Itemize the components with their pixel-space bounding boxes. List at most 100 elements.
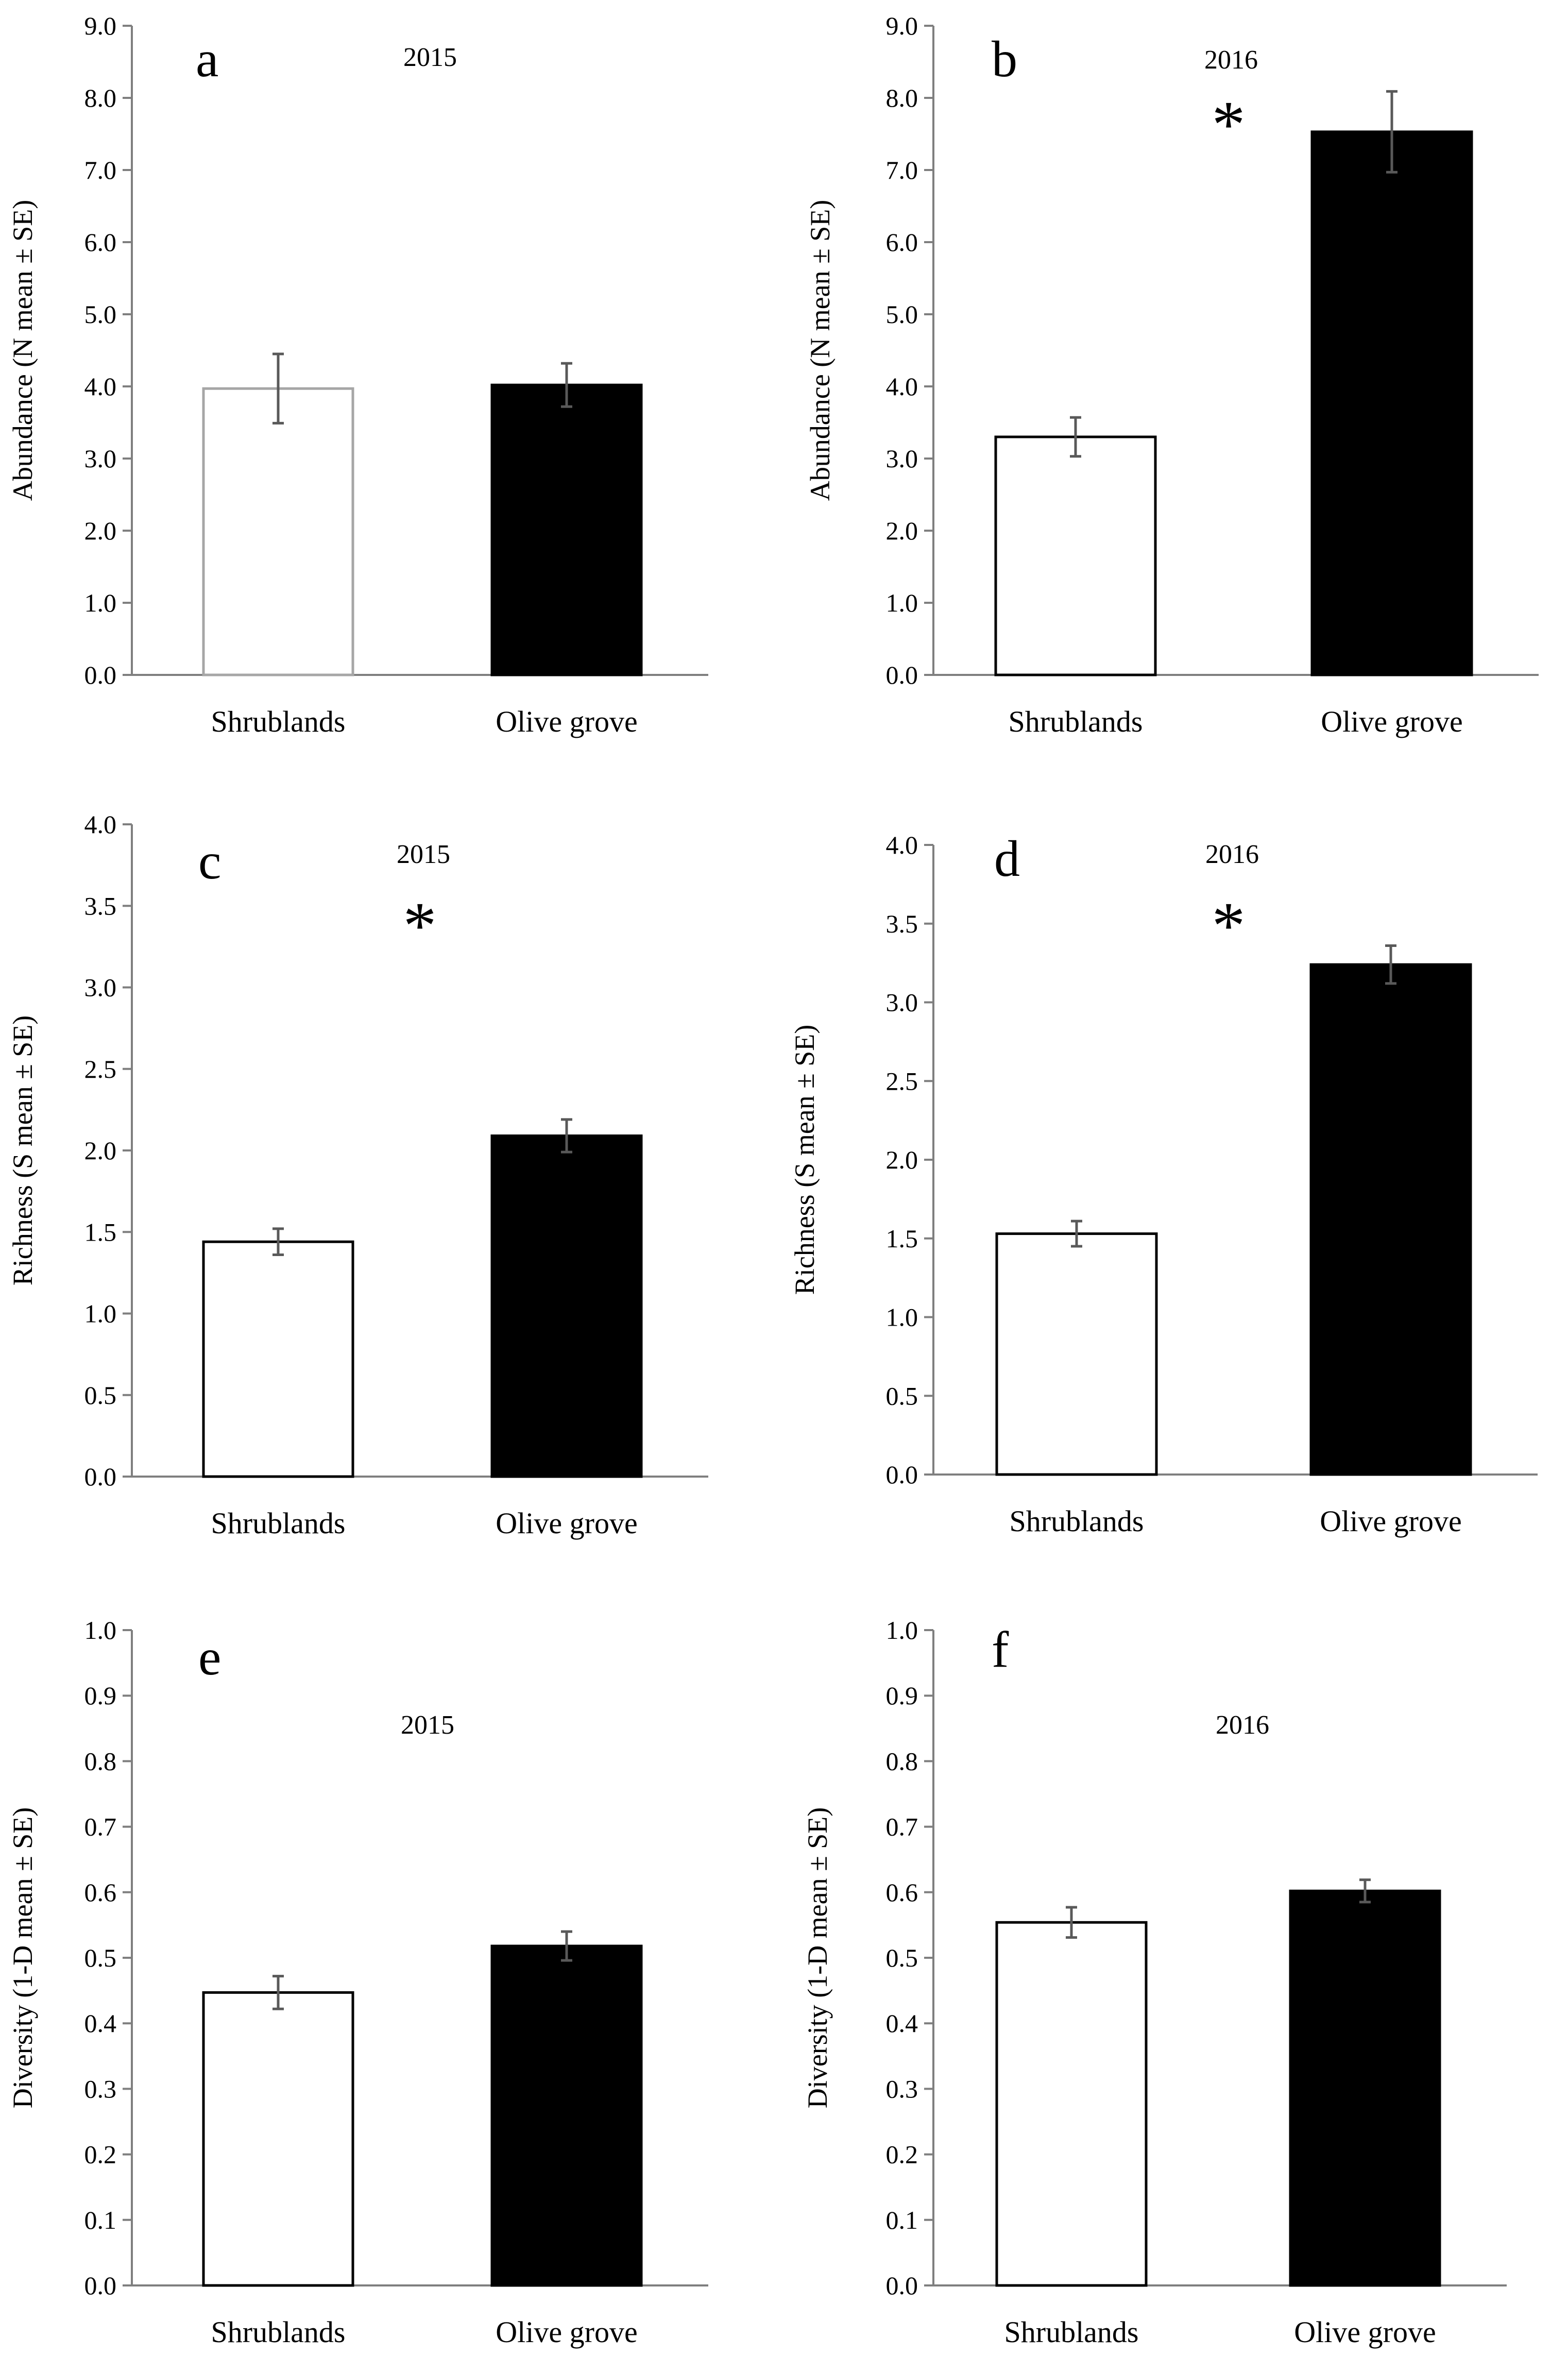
y-tick-label: 5.0 <box>886 300 918 329</box>
y-tick-label: 0.0 <box>886 660 918 689</box>
y-tick-label: 2.0 <box>886 1145 918 1174</box>
y-tick-label: 3.0 <box>886 988 918 1017</box>
y-tick-label: 0.2 <box>84 2140 117 2169</box>
category-label: Shrublands <box>211 2315 346 2349</box>
bar-shrublands <box>202 387 354 676</box>
y-tick-label: 4.0 <box>84 372 117 401</box>
y-tick-label: 0.4 <box>84 2009 117 2038</box>
y-tick-label: 2.0 <box>84 1136 117 1165</box>
y-tick-label: 5.0 <box>84 300 117 329</box>
year-label: 2016 <box>1204 45 1258 75</box>
bar-shrublands <box>202 1240 354 1478</box>
y-tick-label: 0.0 <box>84 1462 117 1491</box>
y-tick-label: 1.0 <box>886 1616 918 1645</box>
y-tick-label: 0.4 <box>886 2009 918 2038</box>
significance-marker: * <box>403 889 437 963</box>
bar-olive-grove <box>490 1134 643 1478</box>
y-tick-label: 0.2 <box>886 2140 918 2169</box>
year-label: 2016 <box>1205 840 1259 869</box>
y-tick-label: 2.0 <box>886 516 918 545</box>
panel-d: 0.0 0.5 1.0 1.5 2.0 2.5 3.0 3.5 4.0 Shrublands Oli… <box>789 830 1538 1538</box>
y-tick-label: 2.0 <box>84 516 117 545</box>
bar-shrublands <box>995 1232 1158 1476</box>
panel-letter: b <box>992 30 1017 88</box>
year-label: 2015 <box>403 43 457 72</box>
panel-letter: c <box>198 833 221 890</box>
panel-f: 0.0 0.1 0.2 0.3 0.4 0.5 0.6 0.7 0.8 0.9 1.0 Shrubla… <box>802 1616 1507 2349</box>
category-label: Olive grove <box>1320 1504 1461 1538</box>
category-label: Olive grove <box>1321 705 1462 738</box>
year-label: 2015 <box>397 840 450 869</box>
y-tick-label: 2.5 <box>886 1066 918 1095</box>
y-tick-label: 3.5 <box>886 909 918 938</box>
y-axis-title: Abundance (N mean ± SE) <box>7 200 38 501</box>
bar-shrublands <box>995 1921 1148 2287</box>
category-label: Shrublands <box>1009 705 1143 738</box>
y-tick-label: 0.9 <box>84 1681 117 1710</box>
y-axis-title: Diversity (1-D mean ± SE) <box>802 1807 833 2109</box>
y-tick-label: 8.0 <box>84 83 117 112</box>
bar-olive-grove <box>1310 130 1473 676</box>
y-tick-label: 3.0 <box>84 444 117 473</box>
panel-letter: a <box>196 30 218 88</box>
bar-olive-grove <box>490 1944 643 2287</box>
y-tick-label: 1.5 <box>84 1217 117 1246</box>
y-axis-title: Richness (S mean ± SE) <box>789 1025 820 1295</box>
y-tick-label: 6.0 <box>84 228 117 257</box>
y-tick-label: 1.0 <box>84 1616 117 1645</box>
bar-shrublands <box>994 435 1157 676</box>
y-tick-label: 0.7 <box>84 1812 117 1841</box>
y-tick-label: 0.1 <box>886 2206 918 2234</box>
category-label: Shrublands <box>1010 1504 1144 1538</box>
y-tick-label: 1.0 <box>886 1303 918 1332</box>
y-tick-label: 4.0 <box>84 810 117 839</box>
y-tick-label: 0.1 <box>84 2206 117 2234</box>
y-tick-label: 0.6 <box>84 1878 117 1907</box>
y-tick-label: 4.0 <box>886 831 918 859</box>
y-tick-label: 0.5 <box>84 1381 117 1410</box>
y-tick-label: 0.0 <box>886 2271 918 2300</box>
y-axis-title: Richness (S mean ± SE) <box>7 1015 38 1286</box>
significance-marker: * <box>1212 889 1246 963</box>
y-tick-label: 1.5 <box>886 1224 918 1253</box>
y-tick-label: 0.5 <box>84 1943 117 1972</box>
y-tick-label: 0.5 <box>886 1381 918 1410</box>
significance-marker: * <box>1212 88 1246 162</box>
y-tick-label: 0.7 <box>886 1812 918 1841</box>
year-label: 2015 <box>401 1710 454 1740</box>
y-tick-label: 3.5 <box>84 891 117 920</box>
y-axis-title: Abundance (N mean ± SE) <box>805 200 836 501</box>
y-tick-label: 1.0 <box>84 588 117 617</box>
y-tick-label: 2.5 <box>84 1055 117 1083</box>
y-tick-label: 6.0 <box>886 228 918 257</box>
panel-letter: d <box>994 830 1020 887</box>
y-tick-label: 0.9 <box>886 1681 918 1710</box>
category-label: Shrublands <box>211 705 346 738</box>
year-label: 2016 <box>1216 1710 1269 1740</box>
panel-letter: e <box>198 1629 221 1686</box>
y-tick-label: 0.5 <box>886 1943 918 1972</box>
y-tick-label: 0.8 <box>886 1747 918 1775</box>
y-tick-label: 7.0 <box>84 156 117 184</box>
category-label: Olive grove <box>1294 2315 1436 2349</box>
category-label: Shrublands <box>1004 2315 1139 2349</box>
bar-shrublands <box>202 1991 354 2287</box>
y-tick-label: 0.0 <box>84 660 117 689</box>
bar-olive-grove <box>1289 1889 1441 2287</box>
panel-e: 0.0 0.1 0.2 0.3 0.4 0.5 0.6 0.7 0.8 0.9 1.0 Shrubla… <box>7 1616 708 2349</box>
y-tick-label: 0.3 <box>84 2074 117 2103</box>
y-tick-label: 0.3 <box>886 2074 918 2103</box>
y-axis-title: Diversity (1-D mean ± SE) <box>7 1807 38 2109</box>
category-label: Olive grove <box>496 2315 637 2349</box>
bar-olive-grove <box>1309 963 1472 1476</box>
category-label: Shrublands <box>211 1506 346 1540</box>
panel-letter: f <box>992 1621 1009 1678</box>
y-tick-label: 9.0 <box>84 11 117 40</box>
y-tick-label: 0.6 <box>886 1878 918 1907</box>
y-tick-label: 1.0 <box>886 588 918 617</box>
panel-b: 0.0 1.0 2.0 3.0 4.0 5.0 6.0 7.0 8.0 9.0 Shrublands… <box>805 11 1539 738</box>
y-tick-label: 7.0 <box>886 156 918 184</box>
y-tick-label: 0.0 <box>886 1460 918 1489</box>
y-tick-label: 9.0 <box>886 11 918 40</box>
